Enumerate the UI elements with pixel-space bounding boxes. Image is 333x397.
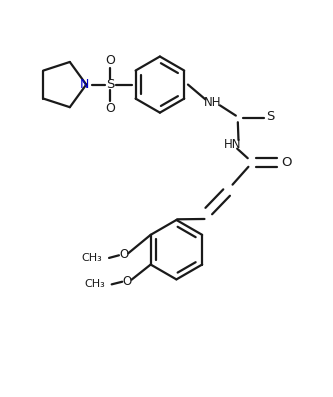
Text: CH₃: CH₃: [84, 279, 105, 289]
Text: CH₃: CH₃: [81, 252, 102, 262]
Text: O: O: [281, 156, 291, 169]
Text: S: S: [266, 110, 275, 123]
Text: O: O: [106, 102, 115, 115]
Text: O: O: [106, 54, 115, 67]
Text: NH: NH: [204, 96, 221, 109]
Text: N: N: [80, 78, 89, 91]
Text: O: O: [119, 248, 128, 261]
Text: HN: HN: [224, 137, 241, 150]
Text: O: O: [122, 275, 132, 287]
Text: S: S: [106, 78, 115, 91]
